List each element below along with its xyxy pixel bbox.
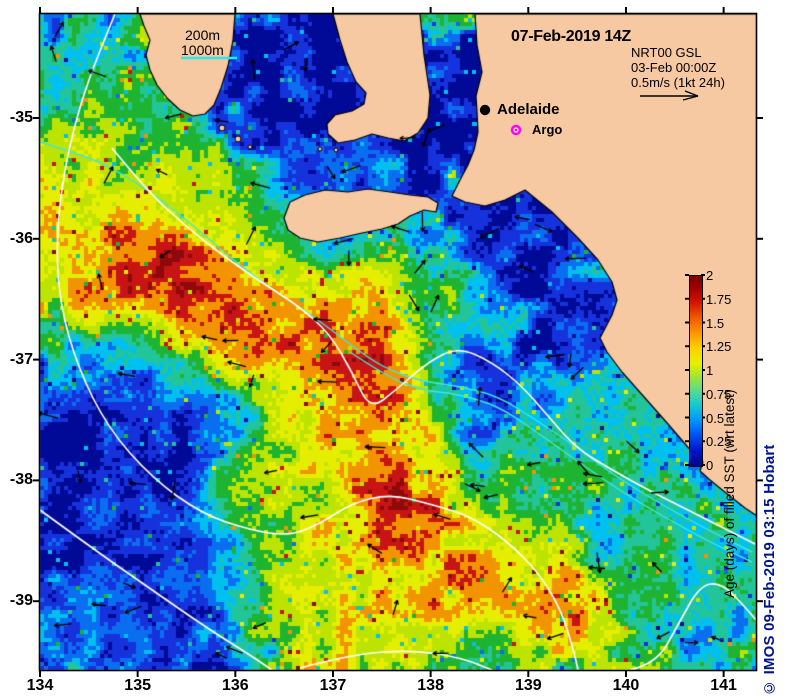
legend-depth-200m: 200m xyxy=(185,27,221,43)
x-axis-label: 137 xyxy=(319,677,347,694)
imos-credit: © IMOS 09-Feb-2019 03:15 Hobart xyxy=(761,444,778,696)
x-axis-label: 141 xyxy=(710,677,737,694)
legend-depth-1000m: 1000m xyxy=(181,42,224,58)
argo-float-label: Argo xyxy=(532,122,563,137)
x-axis-label: 136 xyxy=(221,677,249,694)
colorbar-tick-label: 1 xyxy=(706,363,714,378)
colorbar-tick-label: 0.5 xyxy=(706,410,725,426)
colorbar-tick-label: 1.75 xyxy=(706,291,732,307)
colorbar-tick-label: 1.25 xyxy=(706,339,732,355)
model-info-block: NRT00 GSL 03-Feb 00:00Z 0.5m/s (1kt 24h) xyxy=(631,45,725,90)
colorbar-axis-label: Age (days) of filled SST (wrt latest) xyxy=(722,389,737,598)
y-axis-label: -39 xyxy=(9,592,33,610)
colorbar-tick-label: 0 xyxy=(706,458,714,473)
colorbar-tick-label: 0.25 xyxy=(706,434,732,450)
map-datetime-title: 07-Feb-2019 14Z xyxy=(511,28,632,45)
sst-age-map-canvas xyxy=(39,14,757,671)
age-colorbar xyxy=(689,275,703,467)
x-axis-label: 135 xyxy=(124,677,151,694)
colorbar-tick-label: 1.5 xyxy=(706,315,725,331)
colorbar-tick-label: 2 xyxy=(706,268,714,283)
colorbar-tick-label: 0.75 xyxy=(706,386,732,402)
y-axis-label: -35 xyxy=(9,109,33,126)
model-name: NRT00 GSL xyxy=(631,45,702,60)
x-axis-label: 140 xyxy=(612,677,640,694)
y-axis-label: -38 xyxy=(9,471,33,489)
y-axis-label: -37 xyxy=(9,350,33,368)
x-axis-label: 138 xyxy=(417,677,444,694)
x-axis-label: 134 xyxy=(26,677,54,694)
y-axis-label: -36 xyxy=(9,229,33,247)
vector-scale-label: 0.5m/s (1kt 24h) xyxy=(631,75,725,90)
adelaide-label: Adelaide xyxy=(497,101,560,118)
model-run-time: 03-Feb 00:00Z xyxy=(631,60,717,75)
x-axis-label: 139 xyxy=(514,677,542,694)
